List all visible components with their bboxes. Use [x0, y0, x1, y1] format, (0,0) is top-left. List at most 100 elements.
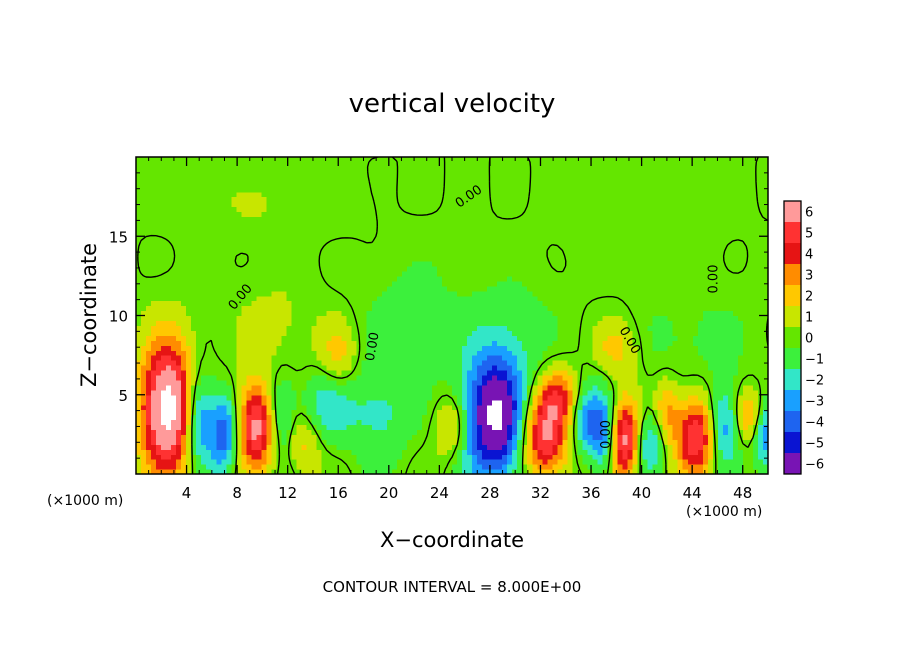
field-cell: [572, 305, 578, 312]
field-cell: [587, 429, 594, 435]
field-cell: [366, 275, 373, 282]
field-cell: [502, 384, 508, 391]
field-cell: [286, 345, 293, 351]
field-cell: [366, 345, 373, 351]
field-cell: [416, 330, 423, 336]
field-cell: [512, 320, 518, 326]
field-cell: [136, 290, 142, 297]
field-cell: [166, 310, 172, 317]
field-cell: [166, 330, 172, 336]
field-cell: [472, 449, 478, 455]
field-cell: [542, 419, 548, 426]
field-cell: [291, 449, 298, 455]
field-cell: [582, 285, 589, 292]
field-cell: [602, 469, 609, 474]
field-cell: [497, 459, 503, 465]
field-cell: [532, 389, 538, 396]
field-cell: [251, 414, 257, 421]
field-cell: [146, 394, 152, 401]
field-cell: [246, 429, 252, 435]
field-cell: [186, 305, 192, 312]
field-cell: [291, 350, 298, 356]
field-cell: [256, 295, 262, 302]
field-cell: [727, 389, 734, 396]
field-cell: [507, 290, 513, 297]
field-cell: [336, 320, 343, 326]
field-cell: [386, 404, 393, 411]
field-cell: [572, 439, 578, 445]
field-cell: [722, 330, 729, 336]
field-cell: [426, 374, 433, 381]
field-cell: [657, 280, 664, 287]
field-cell: [572, 394, 578, 401]
field-cell: [762, 389, 768, 396]
field-cell: [201, 360, 207, 366]
field-cell: [171, 320, 177, 326]
field-cell: [376, 360, 383, 366]
field-cell: [547, 285, 553, 292]
field-cell: [366, 419, 373, 426]
field-cell: [552, 379, 558, 386]
field-cell: [281, 300, 288, 307]
field-cell: [411, 275, 418, 282]
field-cell: [757, 345, 764, 351]
field-cell: [216, 365, 222, 371]
field-cell: [271, 295, 278, 302]
field-cell: [652, 434, 659, 440]
field-cell: [602, 360, 609, 366]
field-cell: [622, 290, 629, 297]
field-cell: [632, 469, 639, 474]
field-cell: [356, 310, 363, 317]
field-cell: [602, 434, 609, 440]
field-cell: [462, 454, 468, 460]
field-cell: [532, 449, 538, 455]
field-cell: [702, 355, 709, 361]
field-cell: [677, 350, 684, 356]
field-cell: [176, 379, 182, 386]
field-cell: [452, 335, 458, 341]
field-cell: [627, 379, 634, 386]
field-cell: [206, 454, 212, 460]
field-cell: [206, 424, 212, 431]
field-cell: [356, 409, 363, 416]
field-cell: [512, 374, 518, 381]
field-cell: [346, 335, 353, 341]
field-cell: [507, 345, 513, 351]
field-cell: [351, 399, 358, 406]
field-cell: [762, 469, 768, 474]
field-cell: [181, 365, 187, 371]
field-cell: [687, 290, 694, 297]
field-cell: [446, 439, 453, 445]
field-cell: [351, 459, 358, 465]
field-cell: [502, 459, 508, 465]
field-cell: [602, 300, 609, 307]
field-cell: [742, 389, 749, 396]
field-cell: [622, 419, 629, 426]
field-cell: [567, 449, 573, 455]
field-cell: [602, 419, 609, 426]
field-cell: [291, 399, 298, 406]
field-cell: [632, 360, 639, 366]
field-cell: [251, 350, 257, 356]
field-cell: [652, 310, 659, 317]
field-cell: [742, 379, 749, 386]
field-cell: [201, 424, 207, 431]
field-cell: [527, 369, 533, 376]
field-cell: [371, 275, 378, 282]
field-cell: [747, 320, 754, 326]
field-cell: [537, 280, 543, 287]
field-cell: [361, 350, 368, 356]
field-cell: [687, 325, 694, 331]
field-cell: [467, 429, 473, 435]
field-cell: [467, 454, 473, 460]
field-cell: [667, 424, 674, 431]
field-cell: [672, 345, 679, 351]
field-cell: [747, 379, 754, 386]
field-cell: [667, 419, 674, 426]
field-cell: [301, 464, 308, 470]
field-cell: [572, 464, 578, 470]
field-cell: [346, 275, 353, 282]
field-cell: [251, 434, 257, 440]
field-cell: [286, 379, 293, 386]
field-cell: [316, 409, 323, 416]
